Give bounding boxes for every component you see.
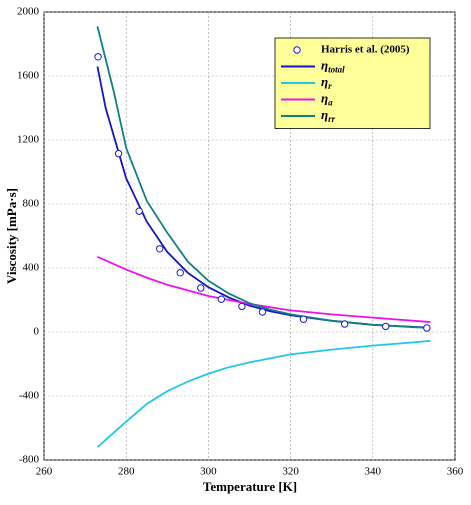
legend-symbol: η <box>321 74 328 89</box>
data-point <box>423 324 431 332</box>
legend-marker <box>293 46 301 54</box>
legend-label: Harris et al. (2005) <box>321 44 410 56</box>
series-line <box>96 26 431 329</box>
x-axis-label: Temperature [K] <box>203 479 297 494</box>
x-tick-label: 320 <box>282 466 299 478</box>
data-point <box>238 302 246 311</box>
data-point <box>197 284 205 292</box>
y-tick-label: 0 <box>34 326 40 338</box>
data-point <box>217 295 226 303</box>
x-tick-label: 360 <box>447 466 464 478</box>
x-tick-label: 280 <box>118 466 135 478</box>
legend-symbol: η <box>321 107 328 122</box>
data-point <box>114 149 123 158</box>
data-point <box>135 207 143 215</box>
x-tick-label: 260 <box>36 466 53 478</box>
x-tick-label: 340 <box>365 466 382 478</box>
data-point <box>340 320 349 328</box>
data-point <box>299 315 308 323</box>
y-tick-label: 800 <box>23 198 40 210</box>
data-point <box>258 308 267 316</box>
y-tick-label: 2000 <box>17 6 40 18</box>
data-point <box>382 322 390 331</box>
legend-label: ηrr <box>321 107 336 124</box>
y-axis-label: Viscosity [mPa·s] <box>4 188 19 284</box>
legend-label: ηr <box>321 74 332 91</box>
y-tick-label: 1200 <box>17 134 40 146</box>
y-tick-label: -800 <box>19 454 40 466</box>
legend-subscript: total <box>328 65 345 75</box>
legend-label: ηtotal <box>321 57 345 74</box>
legend-symbol: η <box>321 90 328 105</box>
legend-label: ηa <box>321 90 333 107</box>
y-tick-label: 1600 <box>17 70 40 82</box>
data-point <box>94 53 102 61</box>
y-tick-label: -400 <box>19 390 40 402</box>
data-point <box>155 245 164 253</box>
series-line <box>97 255 431 323</box>
legend-subscript: r <box>328 81 332 91</box>
legend-symbol: η <box>321 57 328 72</box>
x-tick-label: 300 <box>200 466 217 478</box>
legend-subscript: a <box>328 98 333 108</box>
y-tick-label: 400 <box>23 262 40 274</box>
data-point <box>176 269 184 277</box>
legend-subscript: rr <box>328 114 336 124</box>
series-line <box>96 339 431 448</box>
